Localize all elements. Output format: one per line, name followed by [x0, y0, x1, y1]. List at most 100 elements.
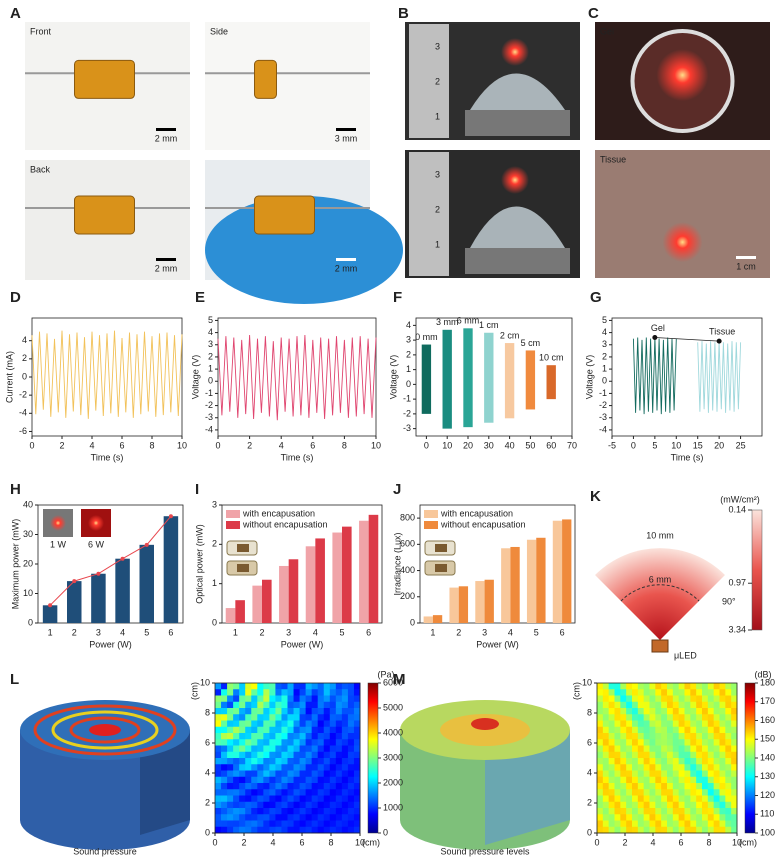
field-cell	[263, 695, 270, 703]
field-cell	[335, 733, 343, 740]
field-cell	[696, 808, 703, 815]
field-cell	[245, 826, 252, 834]
field-cell	[221, 745, 228, 753]
bar	[305, 546, 316, 623]
y-tick-label: -6	[19, 426, 27, 436]
field-cell	[643, 726, 650, 734]
field-cell	[323, 758, 331, 765]
field-cell	[329, 720, 337, 728]
field-cell	[287, 689, 294, 696]
field-cell	[233, 739, 240, 746]
field-cell	[221, 751, 228, 759]
legend-label: without encapusation	[242, 519, 328, 529]
photo-label: Front	[30, 26, 52, 36]
field-cell	[707, 726, 715, 734]
signal-line	[217, 334, 377, 421]
field-cell	[293, 814, 300, 821]
field-cell	[643, 776, 650, 784]
field-cell	[347, 708, 355, 715]
field-cell	[655, 770, 662, 778]
field-cell	[632, 701, 639, 709]
field-cell	[323, 808, 331, 815]
ring	[69, 716, 141, 744]
colorbar-label: (dB)	[754, 669, 771, 679]
field-cell	[702, 770, 709, 778]
field-cell	[713, 701, 720, 709]
field-cell	[311, 751, 319, 759]
x-tick-label: 4	[279, 440, 284, 450]
field-cell	[353, 764, 361, 771]
field-cell	[725, 789, 732, 796]
field-cell	[287, 683, 294, 690]
field-cell	[239, 820, 246, 828]
field-cell	[257, 745, 264, 753]
legend-swatch	[226, 521, 240, 529]
field-cell	[293, 695, 300, 703]
colorbar	[744, 682, 756, 834]
photo-label: Side	[210, 26, 228, 36]
device-chip	[237, 564, 249, 572]
field-cell	[245, 708, 252, 715]
field-cell	[335, 820, 343, 828]
field-cell	[275, 701, 282, 709]
field-cell	[620, 714, 627, 721]
field-cell	[655, 764, 662, 771]
field-cell	[597, 801, 604, 809]
field-cell	[597, 808, 604, 815]
field-cell	[233, 764, 240, 771]
field-cell	[637, 814, 645, 821]
field-cell	[245, 720, 252, 728]
bar	[484, 579, 494, 623]
y-tick-label: 4	[602, 327, 607, 337]
x-tick-label: 5	[534, 627, 539, 637]
field-cell	[678, 814, 685, 821]
field-cell	[643, 714, 650, 721]
field-cell	[245, 726, 252, 734]
field-cell	[649, 758, 656, 765]
field-cell	[275, 708, 282, 715]
field-cell	[287, 751, 294, 759]
field-cell	[215, 701, 222, 709]
led-chip	[651, 639, 669, 653]
field-cell	[672, 776, 680, 784]
field-cell	[655, 701, 662, 709]
field-cell	[643, 801, 650, 809]
field-cell	[661, 708, 668, 715]
colorbar-tick-label: 130	[760, 771, 775, 781]
field-cell	[702, 745, 709, 753]
y-tick-label: 1	[208, 363, 213, 373]
field-cell	[707, 826, 715, 834]
trend-point	[72, 579, 77, 584]
field-cell	[667, 795, 674, 803]
panel-letter: J	[393, 481, 401, 498]
field-cell	[719, 814, 726, 821]
inset-glow	[88, 515, 104, 531]
field-cell	[655, 758, 662, 765]
field-cell	[667, 739, 674, 746]
field-cell	[263, 745, 270, 753]
field-cell	[602, 808, 610, 815]
field-cell	[221, 733, 228, 740]
field-cell	[347, 776, 355, 784]
field-cell	[678, 689, 685, 696]
field-cell	[690, 770, 697, 778]
field-cell	[667, 745, 674, 753]
field-cell	[299, 714, 307, 721]
field-cell	[311, 776, 319, 784]
field-cell	[233, 708, 240, 715]
field-cell	[626, 733, 633, 740]
trend-point	[96, 571, 101, 576]
bar	[235, 600, 245, 623]
field-cell	[293, 726, 300, 734]
field-cell	[620, 801, 627, 809]
annotation-label: Gel	[651, 323, 665, 333]
y-tick-label: 1	[406, 364, 411, 374]
trend-point	[144, 542, 149, 547]
field-cell	[299, 745, 307, 753]
angle-label: 90°	[722, 596, 736, 606]
field-cell	[731, 789, 738, 796]
field-cell	[215, 820, 222, 828]
field-cell	[233, 751, 240, 759]
field-cell	[667, 783, 674, 790]
field-cell	[329, 695, 337, 703]
